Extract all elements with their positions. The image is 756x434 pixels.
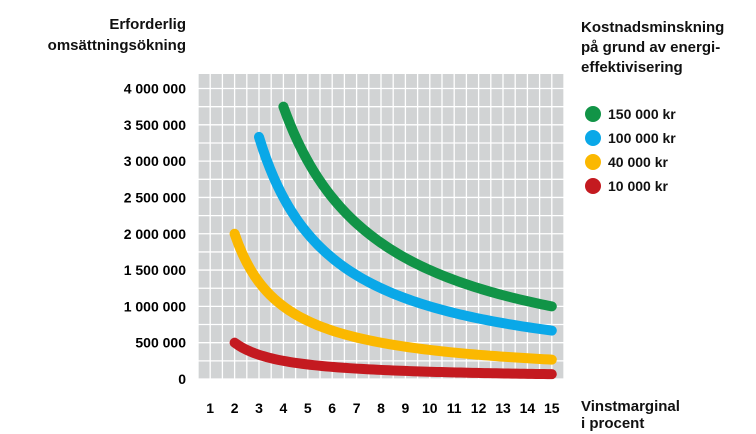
series-line <box>229 228 557 365</box>
x-tick-label: 9 <box>402 400 410 416</box>
y-axis-label: Erforderlig omsättningsökning <box>0 14 186 56</box>
series-line <box>254 131 557 336</box>
y-tick-label: 0 <box>178 371 186 387</box>
y-tick-label: 3 000 000 <box>124 153 186 169</box>
y-axis-label-line-2: omsättningsökning <box>47 37 186 54</box>
x-tick-label: 7 <box>353 400 361 416</box>
x-axis-label: Vinstmarginal i procent <box>581 398 751 432</box>
y-tick-label: 3 500 000 <box>124 117 186 133</box>
x-tick-label: 3 <box>255 400 263 416</box>
legend-title-line-3: effektivisering <box>581 59 683 76</box>
x-tick-label: 13 <box>495 400 511 416</box>
series-lines <box>229 101 557 380</box>
legend-swatch <box>585 178 601 194</box>
y-tick-label: 2 500 000 <box>124 189 186 205</box>
legend-item: 100 000 kr <box>585 126 676 150</box>
y-tick-label: 1 500 000 <box>124 262 186 278</box>
legend-swatch <box>585 106 601 122</box>
x-tick-label: 12 <box>471 400 487 416</box>
y-tick-label: 1 000 000 <box>124 298 186 314</box>
legend-item: 40 000 kr <box>585 150 676 174</box>
x-tick-label: 2 <box>231 400 239 416</box>
legend-label: 40 000 kr <box>608 154 668 170</box>
x-tick-label: 1 <box>206 400 214 416</box>
x-tick-label: 4 <box>280 400 288 416</box>
legend-label: 100 000 kr <box>608 130 676 146</box>
y-tick-label: 500 000 <box>135 335 186 351</box>
y-tick-label: 4 000 000 <box>124 81 186 97</box>
series-line <box>278 101 557 312</box>
legend-title-line-1: Kostnadsminskning <box>581 19 725 36</box>
legend-title-line-2: på grund av energi- <box>581 39 721 56</box>
x-axis-ticks: 1 2 3 4 5 6 7 8 9 10 11 12 13 14 15 <box>206 400 559 416</box>
x-tick-label: 14 <box>520 400 536 416</box>
legend-item: 10 000 kr <box>585 174 676 198</box>
y-axis-label-line-1: Erforderlig <box>109 16 186 33</box>
y-axis-ticks: 0 500 000 1 000 000 1 500 000 2 000 000 2 500… <box>124 81 187 387</box>
legend: 150 000 kr 100 000 kr 40 000 kr 10 000 kr <box>585 102 676 198</box>
x-tick-label: 5 <box>304 400 312 416</box>
series-line <box>229 337 557 380</box>
y-tick-label: 2 000 000 <box>124 226 186 242</box>
legend-title: Kostnadsminskning på grund av energi- ef… <box>581 18 753 78</box>
x-tick-label: 8 <box>377 400 385 416</box>
legend-label: 150 000 kr <box>608 106 676 122</box>
legend-item: 150 000 kr <box>585 102 676 126</box>
x-tick-label: 6 <box>328 400 336 416</box>
x-axis-label-line-1: Vinstmarginal <box>581 398 680 415</box>
legend-label: 10 000 kr <box>608 178 668 194</box>
x-tick-label: 11 <box>447 400 462 416</box>
legend-swatch <box>585 130 601 146</box>
x-tick-label: 15 <box>544 400 560 416</box>
x-axis-label-line-2: i procent <box>581 415 645 432</box>
x-tick-label: 10 <box>422 400 438 416</box>
legend-swatch <box>585 154 601 170</box>
